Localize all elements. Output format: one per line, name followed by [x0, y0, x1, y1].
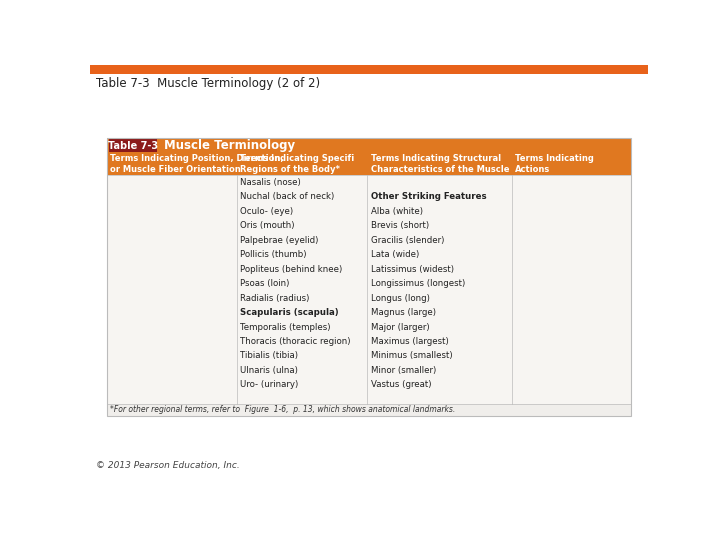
Text: Table 7-3: Table 7-3: [108, 140, 158, 151]
Text: Nasalis (nose): Nasalis (nose): [240, 178, 301, 187]
Text: Muscle Terminology: Muscle Terminology: [163, 139, 294, 152]
Text: Tibialis (tibia): Tibialis (tibia): [240, 352, 298, 361]
Text: Major (larger): Major (larger): [371, 322, 429, 332]
Text: Oculo- (eye): Oculo- (eye): [240, 207, 294, 216]
Bar: [90, 65, 648, 74]
Text: Vastus (great): Vastus (great): [371, 380, 431, 389]
Text: Lata (wide): Lata (wide): [371, 250, 419, 259]
Text: Other Striking Features: Other Striking Features: [371, 192, 486, 201]
Text: Pollicis (thumb): Pollicis (thumb): [240, 250, 307, 259]
Text: Gracilis (slender): Gracilis (slender): [371, 236, 444, 245]
Text: Nuchal (back of neck): Nuchal (back of neck): [240, 192, 335, 201]
Bar: [107, 175, 631, 403]
Text: Terms Indicating Structural
Characteristics of the Muscle: Terms Indicating Structural Characterist…: [371, 154, 509, 174]
Text: Scapularis (scapula): Scapularis (scapula): [240, 308, 339, 317]
Bar: [107, 153, 631, 175]
Text: Minor (smaller): Minor (smaller): [371, 366, 436, 375]
Text: Alba (white): Alba (white): [371, 207, 423, 216]
Text: Palpebrae (eyelid): Palpebrae (eyelid): [240, 236, 319, 245]
Text: Terms Indicating
Actions: Terms Indicating Actions: [515, 154, 593, 174]
Text: Popliteus (behind knee): Popliteus (behind knee): [240, 265, 343, 274]
Bar: [107, 403, 631, 416]
Text: Longus (long): Longus (long): [371, 294, 429, 302]
Text: Oris (mouth): Oris (mouth): [240, 221, 295, 231]
Text: Psoas (loin): Psoas (loin): [240, 279, 289, 288]
Text: Table 7-3  Muscle Terminology (2 of 2): Table 7-3 Muscle Terminology (2 of 2): [96, 77, 320, 90]
Text: © 2013 Pearson Education, Inc.: © 2013 Pearson Education, Inc.: [96, 461, 240, 470]
Text: *For other regional terms, refer to  Figure  1-6,  p. 13, which shows anatomical: *For other regional terms, refer to Figu…: [110, 405, 455, 414]
Text: Longissimus (longest): Longissimus (longest): [371, 279, 465, 288]
Text: Temporalis (temples): Temporalis (temples): [240, 322, 331, 332]
Text: Maximus (largest): Maximus (largest): [371, 337, 449, 346]
Text: Radialis (radius): Radialis (radius): [240, 294, 310, 302]
Text: Terms Indicating Specifi
Regions of the Body*: Terms Indicating Specifi Regions of the …: [240, 154, 355, 174]
Text: Minimus (smallest): Minimus (smallest): [371, 352, 452, 361]
Bar: [107, 138, 631, 416]
Text: Ulnaris (ulna): Ulnaris (ulna): [240, 366, 298, 375]
Text: Brevis (short): Brevis (short): [371, 221, 428, 231]
Bar: [107, 138, 631, 153]
Text: Uro- (urinary): Uro- (urinary): [240, 380, 299, 389]
Text: Latissimus (widest): Latissimus (widest): [371, 265, 454, 274]
Text: Magnus (large): Magnus (large): [371, 308, 436, 317]
Text: Terms Indicating Position, Direction,
or Muscle Fiber Orientation: Terms Indicating Position, Direction, or…: [110, 154, 284, 174]
Bar: [109, 139, 158, 152]
Text: Thoracis (thoracic region): Thoracis (thoracic region): [240, 337, 351, 346]
